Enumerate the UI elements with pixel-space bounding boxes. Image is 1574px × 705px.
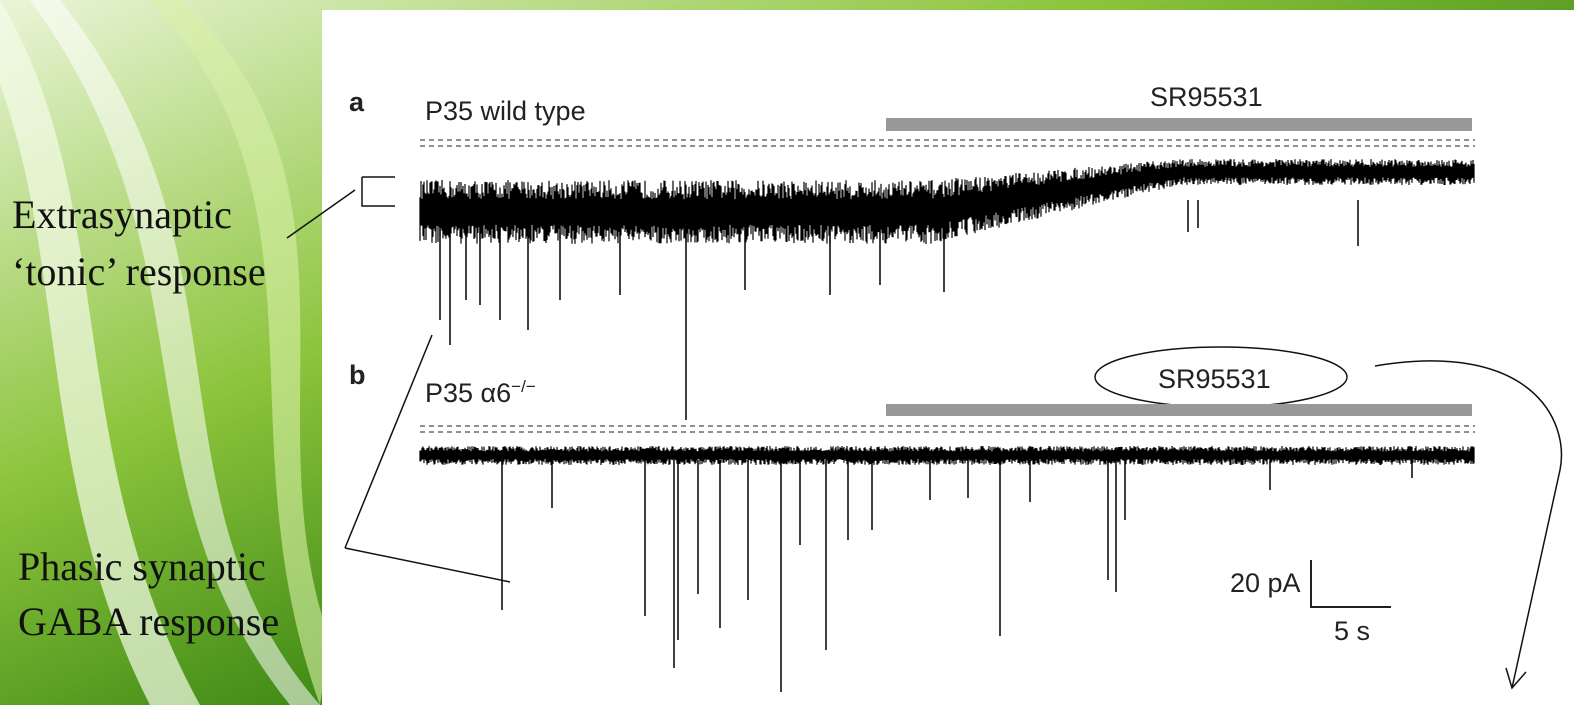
phasic-label: GABA response bbox=[18, 599, 279, 644]
pointer-line bbox=[286, 189, 356, 239]
drug-bar bbox=[886, 118, 1472, 131]
tonic-label: ‘tonic’ response bbox=[12, 249, 266, 294]
panel-letter: b bbox=[349, 360, 366, 390]
scale-time: 5 s bbox=[1334, 616, 1370, 646]
pointer-line bbox=[344, 334, 433, 549]
scale-current: 20 pA bbox=[1230, 568, 1301, 598]
trace bbox=[419, 446, 1475, 465]
traces bbox=[419, 159, 1475, 692]
panel-title: P35 wild type bbox=[425, 96, 586, 126]
streak bbox=[150, 0, 330, 705]
tonic-label: Extrasynaptic bbox=[12, 192, 232, 237]
drug-label: SR95531 bbox=[1150, 82, 1263, 112]
trace bbox=[501, 460, 1413, 692]
panel-letter: a bbox=[349, 87, 365, 117]
title-text: P35 α6 bbox=[425, 378, 511, 408]
pointer-line bbox=[344, 547, 511, 583]
streak bbox=[30, 0, 320, 705]
panel-title: P35 α6−/− bbox=[425, 377, 536, 408]
scale-bar bbox=[1310, 560, 1391, 608]
title-superscript: −/− bbox=[511, 377, 536, 396]
trace bbox=[419, 159, 1475, 244]
trace bbox=[439, 200, 1359, 420]
bracket bbox=[361, 176, 395, 207]
arrow bbox=[1374, 360, 1563, 689]
drug-label: SR95531 bbox=[1158, 364, 1271, 394]
phasic-label: Phasic synaptic bbox=[18, 544, 266, 589]
arrow-head bbox=[1505, 667, 1527, 690]
drug-bar bbox=[886, 404, 1472, 416]
streak bbox=[0, 0, 200, 705]
